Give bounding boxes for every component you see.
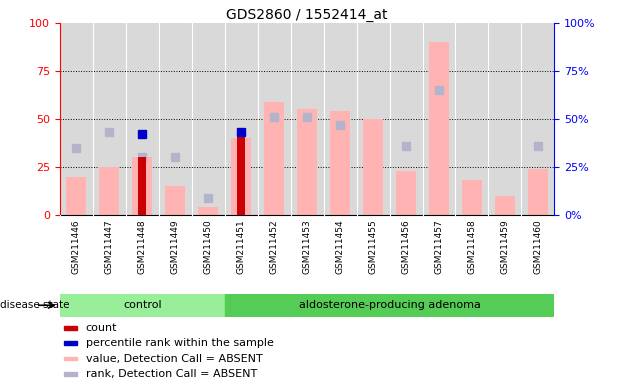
- Bar: [138, 157, 146, 215]
- Bar: [297, 109, 317, 215]
- Bar: [198, 207, 218, 215]
- Bar: [528, 169, 548, 215]
- Bar: [231, 138, 251, 215]
- Text: GSM211448: GSM211448: [138, 219, 147, 274]
- Bar: [363, 119, 383, 215]
- Text: GSM211454: GSM211454: [336, 219, 345, 274]
- Bar: [100, 167, 119, 215]
- Text: GSM211458: GSM211458: [467, 219, 476, 274]
- Text: GSM211450: GSM211450: [203, 219, 213, 274]
- Text: GSM211451: GSM211451: [237, 219, 246, 274]
- Text: GSM211453: GSM211453: [302, 219, 312, 274]
- Text: GSM211449: GSM211449: [171, 219, 180, 274]
- Bar: [330, 111, 350, 215]
- Bar: [237, 134, 245, 215]
- Text: GSM211455: GSM211455: [369, 219, 377, 274]
- Text: GSM211452: GSM211452: [270, 219, 278, 274]
- Bar: [225, 294, 554, 317]
- Bar: [64, 372, 77, 376]
- Bar: [64, 326, 77, 330]
- Text: aldosterone-producing adenoma: aldosterone-producing adenoma: [299, 300, 481, 310]
- Bar: [495, 196, 515, 215]
- Bar: [396, 171, 416, 215]
- Text: value, Detection Call = ABSENT: value, Detection Call = ABSENT: [86, 354, 263, 364]
- Text: count: count: [86, 323, 117, 333]
- Bar: [64, 341, 77, 345]
- Text: rank, Detection Call = ABSENT: rank, Detection Call = ABSENT: [86, 369, 257, 379]
- Bar: [66, 177, 86, 215]
- Text: disease state: disease state: [0, 300, 69, 310]
- Bar: [165, 186, 185, 215]
- Bar: [132, 157, 152, 215]
- Text: GSM211456: GSM211456: [401, 219, 411, 274]
- Bar: [462, 180, 482, 215]
- Text: GSM211459: GSM211459: [500, 219, 510, 274]
- Bar: [60, 294, 225, 317]
- Bar: [64, 357, 77, 361]
- Bar: [429, 42, 449, 215]
- Text: GSM211447: GSM211447: [105, 219, 114, 274]
- Title: GDS2860 / 1552414_at: GDS2860 / 1552414_at: [226, 8, 388, 22]
- Text: GSM211460: GSM211460: [534, 219, 542, 274]
- Text: GSM211446: GSM211446: [72, 219, 81, 274]
- Bar: [264, 102, 284, 215]
- Text: percentile rank within the sample: percentile rank within the sample: [86, 338, 273, 348]
- Text: control: control: [123, 300, 161, 310]
- Text: GSM211457: GSM211457: [435, 219, 444, 274]
